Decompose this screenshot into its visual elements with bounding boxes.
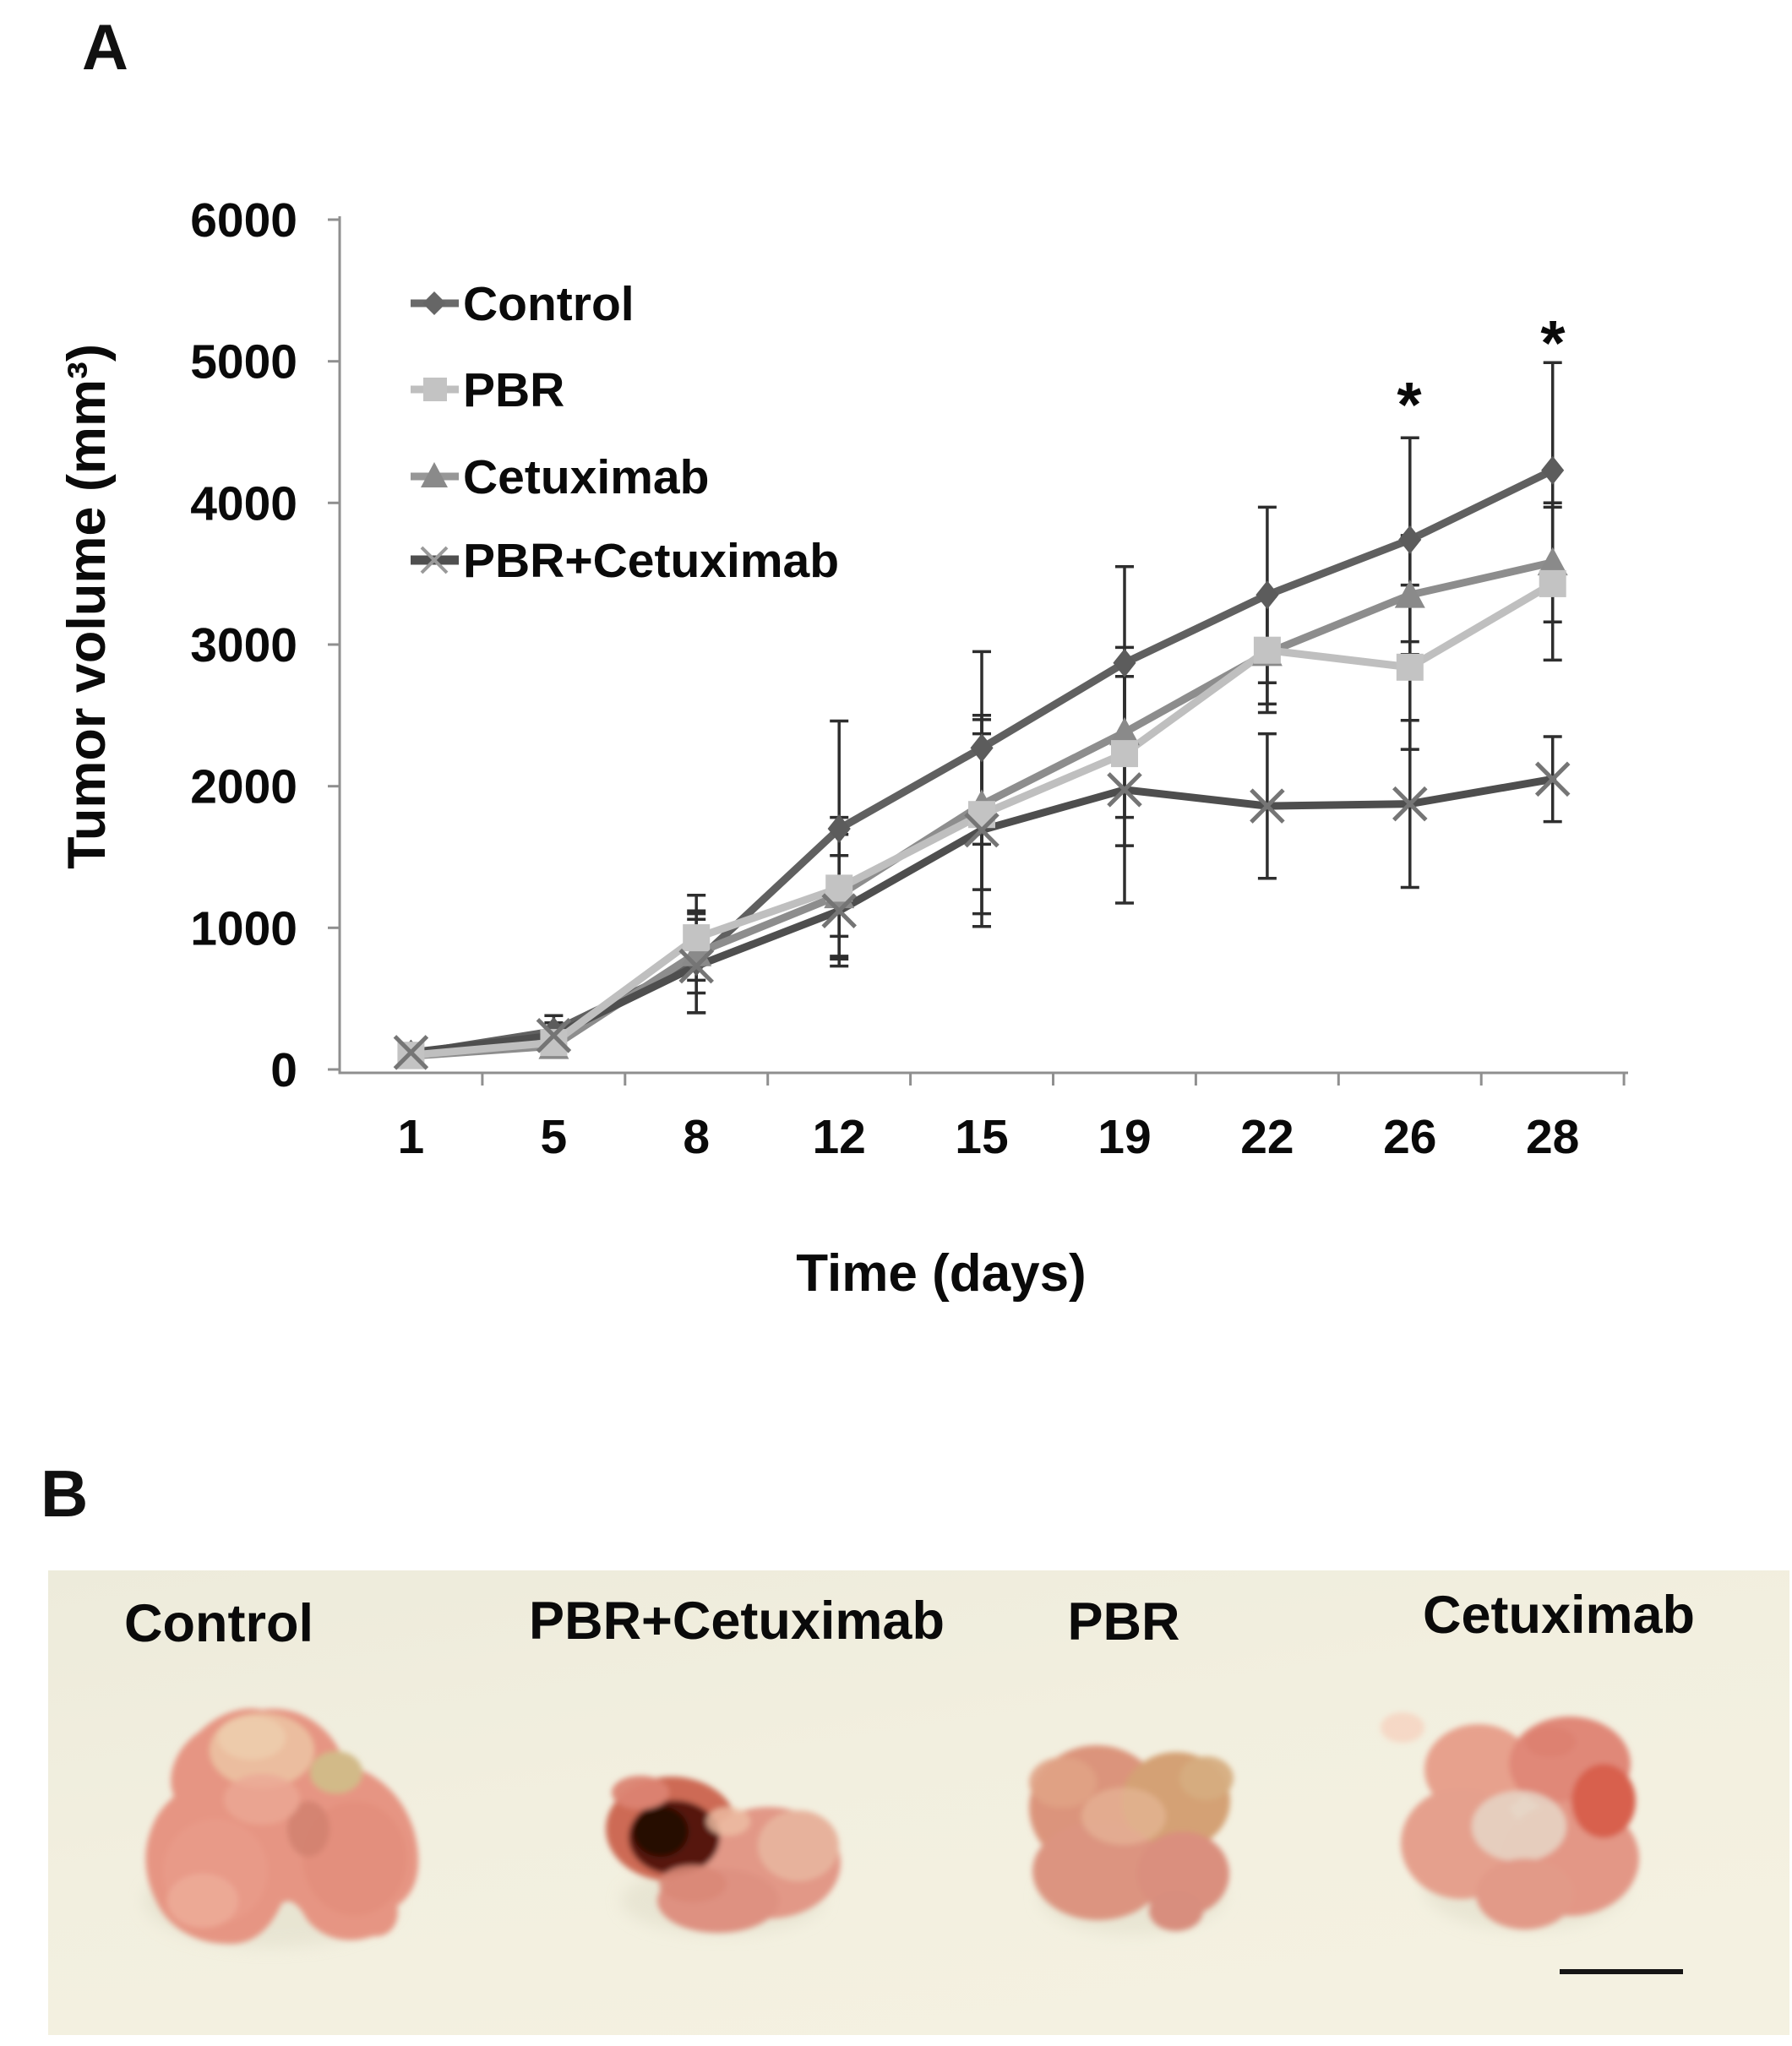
svg-text:6000: 6000 — [190, 193, 297, 248]
svg-text:PBR: PBR — [1067, 1592, 1179, 1651]
svg-text:26: 26 — [1383, 1110, 1436, 1164]
svg-text:2000: 2000 — [190, 760, 297, 814]
svg-text:PBR+Cetuximab: PBR+Cetuximab — [463, 534, 839, 588]
svg-text:PBR: PBR — [463, 363, 564, 417]
svg-text:1000: 1000 — [190, 901, 297, 955]
svg-text:Cetuximab: Cetuximab — [463, 450, 709, 504]
svg-text:*: * — [1397, 369, 1422, 440]
svg-text:15: 15 — [955, 1110, 1008, 1164]
svg-text:Control: Control — [124, 1594, 313, 1653]
svg-text:*: * — [1540, 307, 1566, 378]
svg-text:0: 0 — [270, 1043, 297, 1097]
svg-text:19: 19 — [1098, 1110, 1151, 1164]
svg-text:28: 28 — [1526, 1110, 1579, 1164]
svg-text:22: 22 — [1240, 1110, 1294, 1164]
svg-text:A: A — [82, 12, 128, 84]
svg-text:Control: Control — [463, 277, 635, 331]
svg-text:8: 8 — [683, 1110, 710, 1164]
svg-text:1: 1 — [398, 1110, 425, 1164]
svg-text:12: 12 — [812, 1110, 865, 1164]
svg-text:Cetuximab: Cetuximab — [1423, 1586, 1695, 1645]
svg-text:5000: 5000 — [190, 335, 297, 389]
svg-text:5: 5 — [541, 1110, 568, 1164]
svg-text:B: B — [41, 1456, 88, 1531]
svg-text:Time (days): Time (days) — [796, 1244, 1086, 1303]
svg-text:PBR+Cetuximab: PBR+Cetuximab — [529, 1592, 945, 1651]
svg-text:3000: 3000 — [190, 618, 297, 672]
svg-text:Tumor volume (mm³): Tumor volume (mm³) — [57, 344, 117, 869]
svg-text:4000: 4000 — [190, 476, 297, 531]
